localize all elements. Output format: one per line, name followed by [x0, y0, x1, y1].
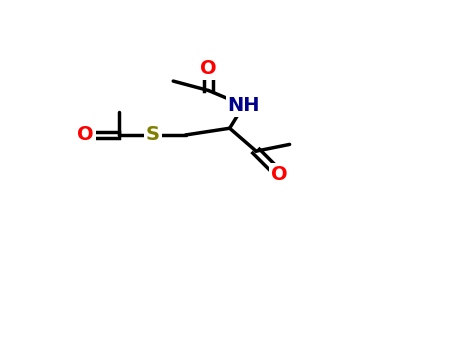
Text: O: O	[200, 60, 217, 78]
Text: O: O	[271, 164, 288, 183]
Text: O: O	[77, 126, 94, 145]
Text: S: S	[146, 126, 160, 145]
Text: NH: NH	[228, 96, 260, 115]
